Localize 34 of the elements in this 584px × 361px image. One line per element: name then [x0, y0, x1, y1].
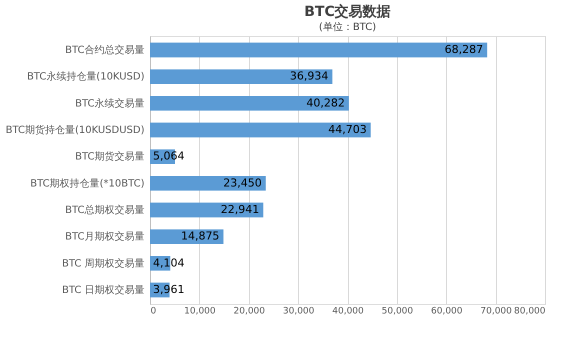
- y-tick-label: BTC永续交易量: [75, 97, 144, 110]
- y-tick-label: BTC期货交易量: [75, 150, 144, 163]
- data-label: 36,934: [290, 70, 328, 83]
- data-label: 68,287: [444, 43, 484, 56]
- x-tick-label: 40,000: [332, 306, 364, 316]
- x-tick-label: 10,000: [184, 306, 216, 316]
- data-label: 14,875: [180, 230, 220, 243]
- chart-title: BTC交易数据: [304, 3, 391, 20]
- x-tick-label: 20,000: [234, 306, 266, 316]
- y-tick-label: BTC合约总交易量: [65, 44, 144, 56]
- x-tick-label: 0: [150, 306, 156, 316]
- x-tick-label: 80,000: [514, 306, 546, 316]
- x-tick-label: 50,000: [382, 306, 414, 316]
- y-tick-label: BTC 周期权交易量: [62, 257, 144, 270]
- y-tick-label: BTC期权持仓量(*10BTC): [30, 177, 145, 190]
- x-tick-label: 70,000: [480, 306, 512, 316]
- y-tick-label: BTC总期权交易量: [65, 204, 144, 216]
- x-tick-label: 30,000: [282, 306, 315, 316]
- x-tick-label: 60,000: [431, 306, 463, 316]
- bar: [150, 202, 264, 218]
- chart-subtitle: (单位：BTC): [318, 21, 376, 33]
- data-label: 40,282: [306, 96, 345, 110]
- data-label: 22,941: [220, 203, 260, 216]
- y-tick-label: BTC月期权交易量: [65, 230, 144, 243]
- data-label: 23,450: [223, 176, 262, 190]
- bar: [150, 69, 332, 84]
- bar: [150, 176, 266, 191]
- bar: [150, 122, 371, 138]
- y-tick-label: BTC 日期权交易量: [62, 284, 144, 296]
- bar: [150, 42, 488, 58]
- bar: [150, 96, 349, 111]
- y-tick-label: BTC永续持仓量(10KUSD): [26, 70, 145, 83]
- y-tick-label: BTC期货持仓量(10KUSDUSD): [6, 124, 145, 136]
- data-label: 44,703: [328, 123, 367, 136]
